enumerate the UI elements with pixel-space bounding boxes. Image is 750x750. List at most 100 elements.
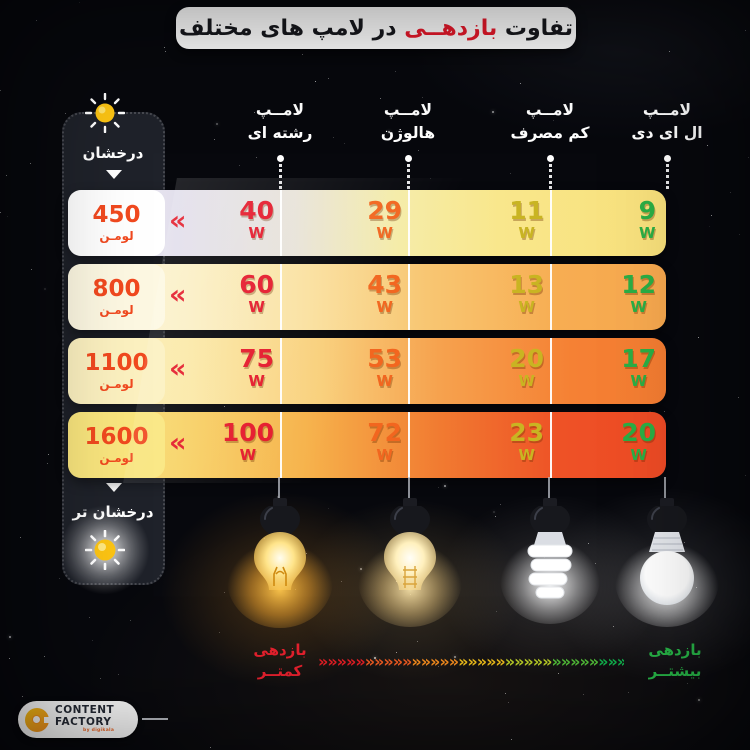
led-bulb xyxy=(615,498,719,627)
watt-value-led: 12 W xyxy=(621,270,656,316)
arrow-segment: »»»»» xyxy=(411,652,459,671)
watt-value-incandescent: 60 W xyxy=(239,270,274,316)
title-pre: تفاوت xyxy=(497,15,574,41)
arrow-down-icon xyxy=(106,483,122,492)
segment-divider xyxy=(550,412,552,478)
halogen-bulb xyxy=(358,498,462,627)
brightness-label-bottom: درخشان تر xyxy=(72,503,154,521)
lumen-unit: لومـن xyxy=(99,451,134,465)
segment-divider xyxy=(408,412,410,478)
watt-value-halogen: 72 W xyxy=(367,418,402,464)
watt-value-incandescent: 75 W xyxy=(239,344,274,390)
watt-value-cfl: 13 W xyxy=(509,270,544,316)
segment-divider xyxy=(280,264,282,330)
lumen-label: 450 لومـن xyxy=(68,190,165,256)
watt-value-cfl: 20 W xyxy=(509,344,544,390)
title-banner: تفاوت بازدهــی در لامپ های مختلف xyxy=(176,7,576,49)
lumen-label: 1100 لومـن xyxy=(68,338,165,404)
column-header-incandescent: لامــپ رشته ای xyxy=(220,99,340,146)
bulb-wire xyxy=(548,477,550,510)
cfl-bulb xyxy=(500,498,600,624)
watt-value-incandescent: 100 W xyxy=(221,418,274,464)
segment-divider xyxy=(408,264,410,330)
logo-text: CONTENT FACTORY by digikala xyxy=(55,704,115,733)
title-post: در لامپ های مختلف xyxy=(178,15,405,41)
connector-dotted-line xyxy=(549,164,552,189)
logo-dash-line xyxy=(142,718,168,720)
efficiency-more-label: بازدهی بیشتــر xyxy=(648,641,702,680)
segment-divider xyxy=(280,412,282,478)
watt-value-halogen: 43 W xyxy=(367,270,402,316)
arrow-segment: »»»»» xyxy=(364,652,413,671)
watt-value-cfl: 23 W xyxy=(509,418,544,464)
connector-dot xyxy=(547,155,554,162)
glowing-sun-icon xyxy=(85,530,125,570)
connector-dotted-line xyxy=(279,164,282,189)
segment-divider xyxy=(280,338,282,404)
arrow-segment: »»»»» xyxy=(551,652,599,671)
header-line2: ال ای دی xyxy=(631,124,703,143)
header-line1: لامــپ xyxy=(255,101,305,119)
lumen-unit: لومـن xyxy=(99,303,134,317)
content-factory-logo: CONTENT FACTORY by digikala xyxy=(18,701,138,738)
header-line1: لامــپ xyxy=(383,101,433,119)
efficiency-less-label: بازدهی کمتــر xyxy=(253,641,307,680)
watt-value-cfl: 11 W xyxy=(509,196,544,242)
arrow-segment: »»»»» xyxy=(318,652,366,671)
efficiency-gradient-arrow: »»»»» »»»»» »»»»» »»»»» »»»»» »»»»» »»»»… xyxy=(318,648,624,676)
page-title: تفاوت بازدهــی در لامپ های مختلف xyxy=(179,16,573,41)
connector-dotted-line xyxy=(407,164,410,189)
arrow-segment: »»»»» xyxy=(504,652,553,671)
watt-value-halogen: 29 W xyxy=(367,196,402,242)
lumen-value: 1600 xyxy=(84,424,149,450)
bulb-wire xyxy=(408,477,410,510)
segment-divider xyxy=(550,190,552,256)
connector-dot xyxy=(405,155,412,162)
segment-divider xyxy=(550,338,552,404)
header-line1: لامــپ xyxy=(525,101,575,119)
title-highlight: بازدهــی xyxy=(404,15,498,41)
logo-subtext: by digikala xyxy=(83,727,115,733)
segment-divider xyxy=(550,264,552,330)
sun-icon xyxy=(85,93,125,133)
bulb-wire xyxy=(278,477,280,510)
connector-dotted-line xyxy=(666,164,669,189)
lumen-label: 1600 لومـن xyxy=(68,412,165,478)
lumen-value: 1100 xyxy=(84,350,149,376)
connector-dot xyxy=(277,155,284,162)
arrow-down-icon xyxy=(106,170,122,179)
chevron-left-icon: « xyxy=(169,427,187,459)
chevron-left-icon: « xyxy=(169,205,187,237)
header-line2: رشته ای xyxy=(247,124,313,143)
segment-divider xyxy=(408,190,410,256)
column-header-halogen: لامــپ هالوژن xyxy=(348,99,468,146)
arrow-segment: »»»»» xyxy=(598,652,624,671)
lumen-unit: لومـن xyxy=(99,377,134,391)
watt-value-led: 20 W xyxy=(621,418,656,464)
lumen-value: 450 xyxy=(92,202,141,228)
lumen-value: 800 xyxy=(92,276,141,302)
incandescent-bulb xyxy=(227,498,333,628)
lumen-row-1600: 1600 لومـن « 100 W 72 W 23 W 20 W xyxy=(68,412,666,478)
lumen-unit: لومـن xyxy=(99,229,134,243)
lumen-row-1100: 1100 لومـن « 75 W 53 W 20 W 17 W xyxy=(68,338,666,404)
chevron-left-icon: « xyxy=(169,279,187,311)
header-line1: لامــپ xyxy=(642,101,692,119)
segment-divider xyxy=(408,338,410,404)
bulb-wire xyxy=(664,477,666,510)
brightness-label-top: درخشان xyxy=(82,144,144,162)
connector-dot xyxy=(664,155,671,162)
lumen-row-800: 800 لومـن « 60 W 43 W 13 W 12 W xyxy=(68,264,666,330)
watt-value-incandescent: 40 W xyxy=(239,196,274,242)
header-line2: کم مصرف xyxy=(510,124,590,143)
watt-value-led: 17 W xyxy=(621,344,656,390)
segment-divider xyxy=(280,190,282,256)
logo-c-icon xyxy=(25,707,51,732)
header-line2: هالوژن xyxy=(380,124,436,143)
column-header-led: لامــپ ال ای دی xyxy=(607,99,727,146)
chevron-left-icon: « xyxy=(169,353,187,385)
lumen-label: 800 لومـن xyxy=(68,264,165,330)
arrow-segment: »»»»» xyxy=(458,652,506,671)
